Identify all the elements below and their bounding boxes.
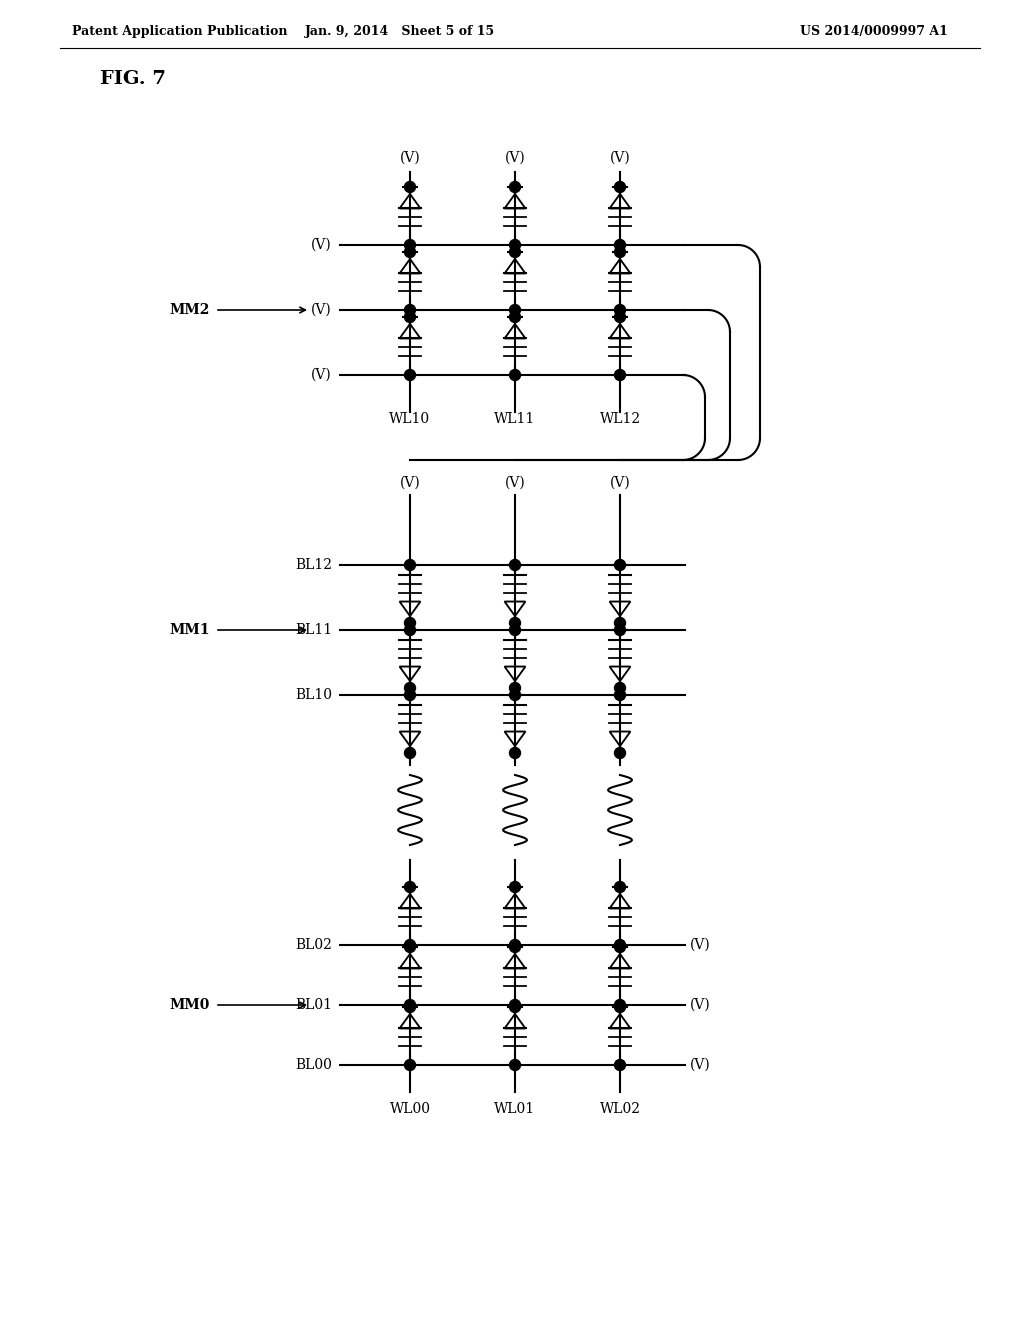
- Circle shape: [404, 624, 416, 635]
- Text: BL02: BL02: [295, 939, 332, 952]
- Text: WL01: WL01: [495, 1102, 536, 1115]
- Circle shape: [510, 940, 520, 950]
- Text: (V): (V): [609, 477, 631, 490]
- Text: (V): (V): [505, 150, 525, 165]
- Circle shape: [614, 181, 626, 193]
- Text: (V): (V): [609, 150, 631, 165]
- Circle shape: [510, 312, 520, 322]
- Circle shape: [510, 682, 520, 693]
- Circle shape: [614, 618, 626, 628]
- Circle shape: [510, 882, 520, 892]
- Text: FIG. 7: FIG. 7: [100, 70, 166, 88]
- Circle shape: [404, 312, 416, 322]
- Circle shape: [404, 560, 416, 570]
- Text: WL02: WL02: [599, 1102, 640, 1115]
- Circle shape: [404, 682, 416, 693]
- Text: (V): (V): [311, 368, 332, 381]
- Circle shape: [614, 940, 626, 950]
- Circle shape: [404, 181, 416, 193]
- Circle shape: [614, 941, 626, 953]
- Circle shape: [404, 618, 416, 628]
- Text: MM1: MM1: [170, 623, 210, 638]
- Circle shape: [614, 370, 626, 380]
- Text: (V): (V): [399, 477, 421, 490]
- Text: BL10: BL10: [295, 688, 332, 702]
- Text: (V): (V): [690, 998, 711, 1012]
- Circle shape: [614, 560, 626, 570]
- Circle shape: [614, 689, 626, 701]
- Circle shape: [510, 689, 520, 701]
- Text: (V): (V): [399, 150, 421, 165]
- Circle shape: [510, 305, 520, 315]
- Circle shape: [510, 1002, 520, 1012]
- Text: US 2014/0009997 A1: US 2014/0009997 A1: [800, 25, 948, 38]
- Circle shape: [614, 624, 626, 635]
- Circle shape: [510, 181, 520, 193]
- Circle shape: [510, 999, 520, 1011]
- Circle shape: [510, 624, 520, 635]
- Text: MM2: MM2: [170, 304, 210, 317]
- Text: WL11: WL11: [495, 412, 536, 426]
- Circle shape: [404, 1002, 416, 1012]
- Text: MM0: MM0: [170, 998, 210, 1012]
- Circle shape: [614, 305, 626, 315]
- Circle shape: [404, 239, 416, 251]
- Text: (V): (V): [505, 477, 525, 490]
- Circle shape: [614, 682, 626, 693]
- Circle shape: [614, 239, 626, 251]
- Circle shape: [404, 941, 416, 953]
- Text: BL12: BL12: [295, 558, 332, 572]
- Circle shape: [510, 618, 520, 628]
- Circle shape: [614, 1060, 626, 1071]
- Circle shape: [510, 370, 520, 380]
- Text: BL00: BL00: [295, 1059, 332, 1072]
- Circle shape: [510, 247, 520, 257]
- Circle shape: [404, 940, 416, 950]
- Circle shape: [404, 305, 416, 315]
- Circle shape: [510, 941, 520, 953]
- Text: (V): (V): [311, 304, 332, 317]
- Circle shape: [404, 747, 416, 759]
- Circle shape: [510, 560, 520, 570]
- Circle shape: [404, 882, 416, 892]
- Circle shape: [510, 747, 520, 759]
- Circle shape: [510, 1060, 520, 1071]
- Circle shape: [404, 370, 416, 380]
- Text: WL12: WL12: [599, 412, 641, 426]
- Text: (V): (V): [311, 238, 332, 252]
- Text: BL11: BL11: [295, 623, 332, 638]
- Circle shape: [404, 999, 416, 1011]
- Circle shape: [404, 247, 416, 257]
- Circle shape: [614, 747, 626, 759]
- Text: BL01: BL01: [295, 998, 332, 1012]
- Circle shape: [510, 239, 520, 251]
- Text: Jan. 9, 2014   Sheet 5 of 15: Jan. 9, 2014 Sheet 5 of 15: [305, 25, 495, 38]
- Circle shape: [614, 882, 626, 892]
- Text: WL00: WL00: [389, 1102, 430, 1115]
- Circle shape: [404, 689, 416, 701]
- Circle shape: [614, 1002, 626, 1012]
- Circle shape: [614, 999, 626, 1011]
- Text: Patent Application Publication: Patent Application Publication: [72, 25, 288, 38]
- Circle shape: [404, 1060, 416, 1071]
- Circle shape: [614, 247, 626, 257]
- Text: (V): (V): [690, 939, 711, 952]
- Text: (V): (V): [690, 1059, 711, 1072]
- Circle shape: [614, 312, 626, 322]
- Text: WL10: WL10: [389, 412, 430, 426]
